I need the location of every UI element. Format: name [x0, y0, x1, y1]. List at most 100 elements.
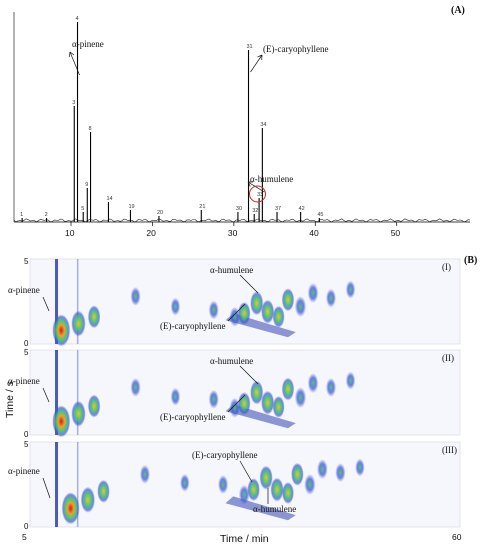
peak-blob	[71, 400, 86, 427]
peak-label-8: 8	[89, 126, 92, 132]
subpanel-label: (I)	[442, 262, 451, 272]
peak-label-37: 37	[275, 206, 281, 212]
peak-label-4: 4	[76, 16, 79, 22]
highlight-circle	[248, 185, 266, 203]
column-streak	[76, 350, 79, 435]
annotation-arrow	[42, 296, 50, 312]
peak-blob	[307, 373, 319, 394]
subpanel-3: (III) 5 0 α-pinene (E)-caryophyllene α-humule…	[8, 440, 461, 531]
y-tick-label: 5	[24, 257, 29, 266]
x-axis-label: Time / min	[220, 533, 269, 545]
peak-blob	[281, 288, 295, 312]
x-tick-label: 5	[22, 532, 27, 542]
peak-blob	[61, 492, 80, 525]
peak-blob	[238, 484, 250, 505]
peak-blob	[250, 291, 264, 316]
y-tick-label: 5	[24, 348, 29, 357]
solvent-streak	[55, 259, 59, 344]
peak-blob	[208, 389, 219, 409]
peak-blob	[270, 477, 284, 502]
peak-blob	[87, 305, 101, 329]
peak-blob	[87, 394, 101, 418]
solvent-streak	[55, 442, 59, 527]
annotation-arrow	[250, 54, 263, 73]
peak-label-30: 30	[236, 206, 242, 212]
peak-blob	[282, 482, 294, 504]
peak-blob	[345, 280, 356, 299]
solvent-streak	[55, 350, 59, 435]
y-tick-label: 0	[24, 430, 29, 439]
annotation-arrow	[227, 303, 246, 322]
peak-blob	[247, 478, 260, 502]
x-tick-label: 50	[391, 228, 401, 238]
x-tick-label: 20	[146, 228, 156, 238]
peak-blob	[294, 296, 307, 318]
peak-blob	[52, 314, 71, 347]
x-tick-label: 60	[452, 532, 462, 542]
peak-blob	[170, 297, 181, 316]
subpanel-2: (II) 5 0 α-pinene α-humulene (E)-caryophyllen…	[8, 348, 461, 439]
peak-label-20: 20	[157, 210, 163, 216]
annotation-arrow	[247, 181, 265, 193]
peak-label-33: 33	[257, 192, 263, 198]
peak-label-45: 45	[317, 212, 323, 218]
annotation-alpha-pinene: α-pinene	[8, 285, 40, 295]
annotation-arrowhead	[257, 54, 263, 61]
peak-blob	[307, 283, 319, 303]
annotation-alpha-pinene: α-pinene	[8, 466, 40, 476]
annotation-humulene: α-humulene	[250, 174, 293, 184]
annotation-arrow	[42, 387, 50, 403]
peak-blob	[317, 459, 328, 480]
peak-label-2: 2	[45, 212, 48, 218]
annotation-caryophyllene: (E)-caryophyllene	[192, 450, 257, 460]
peak-blob	[130, 377, 141, 397]
peak-blob	[71, 310, 86, 337]
peak-blob	[259, 465, 273, 490]
peak-label-14: 14	[106, 196, 112, 202]
peak-blob	[218, 475, 229, 494]
peak-blob	[261, 390, 275, 415]
y-tick-label: 0	[24, 339, 29, 348]
annotation-arrow	[239, 460, 253, 483]
peak-blob	[261, 299, 275, 324]
peak-blob	[250, 380, 264, 405]
annotation-arrow	[69, 51, 80, 76]
panel-a-label: (A)	[451, 5, 465, 16]
x-tick-label: 10	[65, 228, 75, 238]
peak-blob	[272, 395, 285, 418]
y-axis-label: Time / s	[4, 381, 16, 418]
annotation-humulene: α-humulene	[210, 265, 253, 275]
peak-label-34: 34	[260, 122, 266, 128]
peak-blob	[208, 300, 219, 320]
peak-label-31: 31	[247, 44, 253, 50]
y-tick-label: 0	[24, 522, 29, 531]
peak-blob	[180, 473, 190, 492]
annotation-alpha-pinene: α-pinene	[8, 376, 40, 386]
annotation-caryophyllene: (E)-caryophyllene	[263, 44, 328, 54]
peak-blob	[281, 377, 295, 401]
panel-b-label: (B)	[464, 255, 478, 266]
peak-label-5: 5	[81, 206, 84, 212]
peak-label-32: 32	[252, 208, 258, 214]
annotation-arrow	[227, 394, 246, 413]
peak-blob	[130, 286, 141, 306]
peak-blob	[291, 462, 304, 486]
peak-blob	[345, 371, 356, 390]
annotation-humulene: α-humulene	[210, 356, 253, 366]
peak-label-9: 9	[85, 182, 88, 188]
peak-blob	[237, 301, 251, 325]
annotation-caryophyllene: (E)-caryophyllene	[160, 412, 225, 422]
peak-blob	[97, 479, 110, 503]
subpanel-label: (II)	[442, 353, 454, 363]
annotation-alpha-pinene: α-pinene	[72, 39, 104, 49]
annotation-caryophyllene: (E)-caryophyllene	[160, 321, 225, 331]
peak-blob	[272, 305, 285, 328]
x-tick-label: 30	[228, 228, 238, 238]
peak-label-42: 42	[299, 206, 305, 212]
subpanel-label: (III)	[442, 445, 457, 455]
subpanel-background	[29, 258, 461, 345]
peak-blob	[325, 377, 337, 397]
subpanel-1: (I) 5 0 α-pinene α-humulene (E)-caryophyllene	[8, 257, 461, 348]
